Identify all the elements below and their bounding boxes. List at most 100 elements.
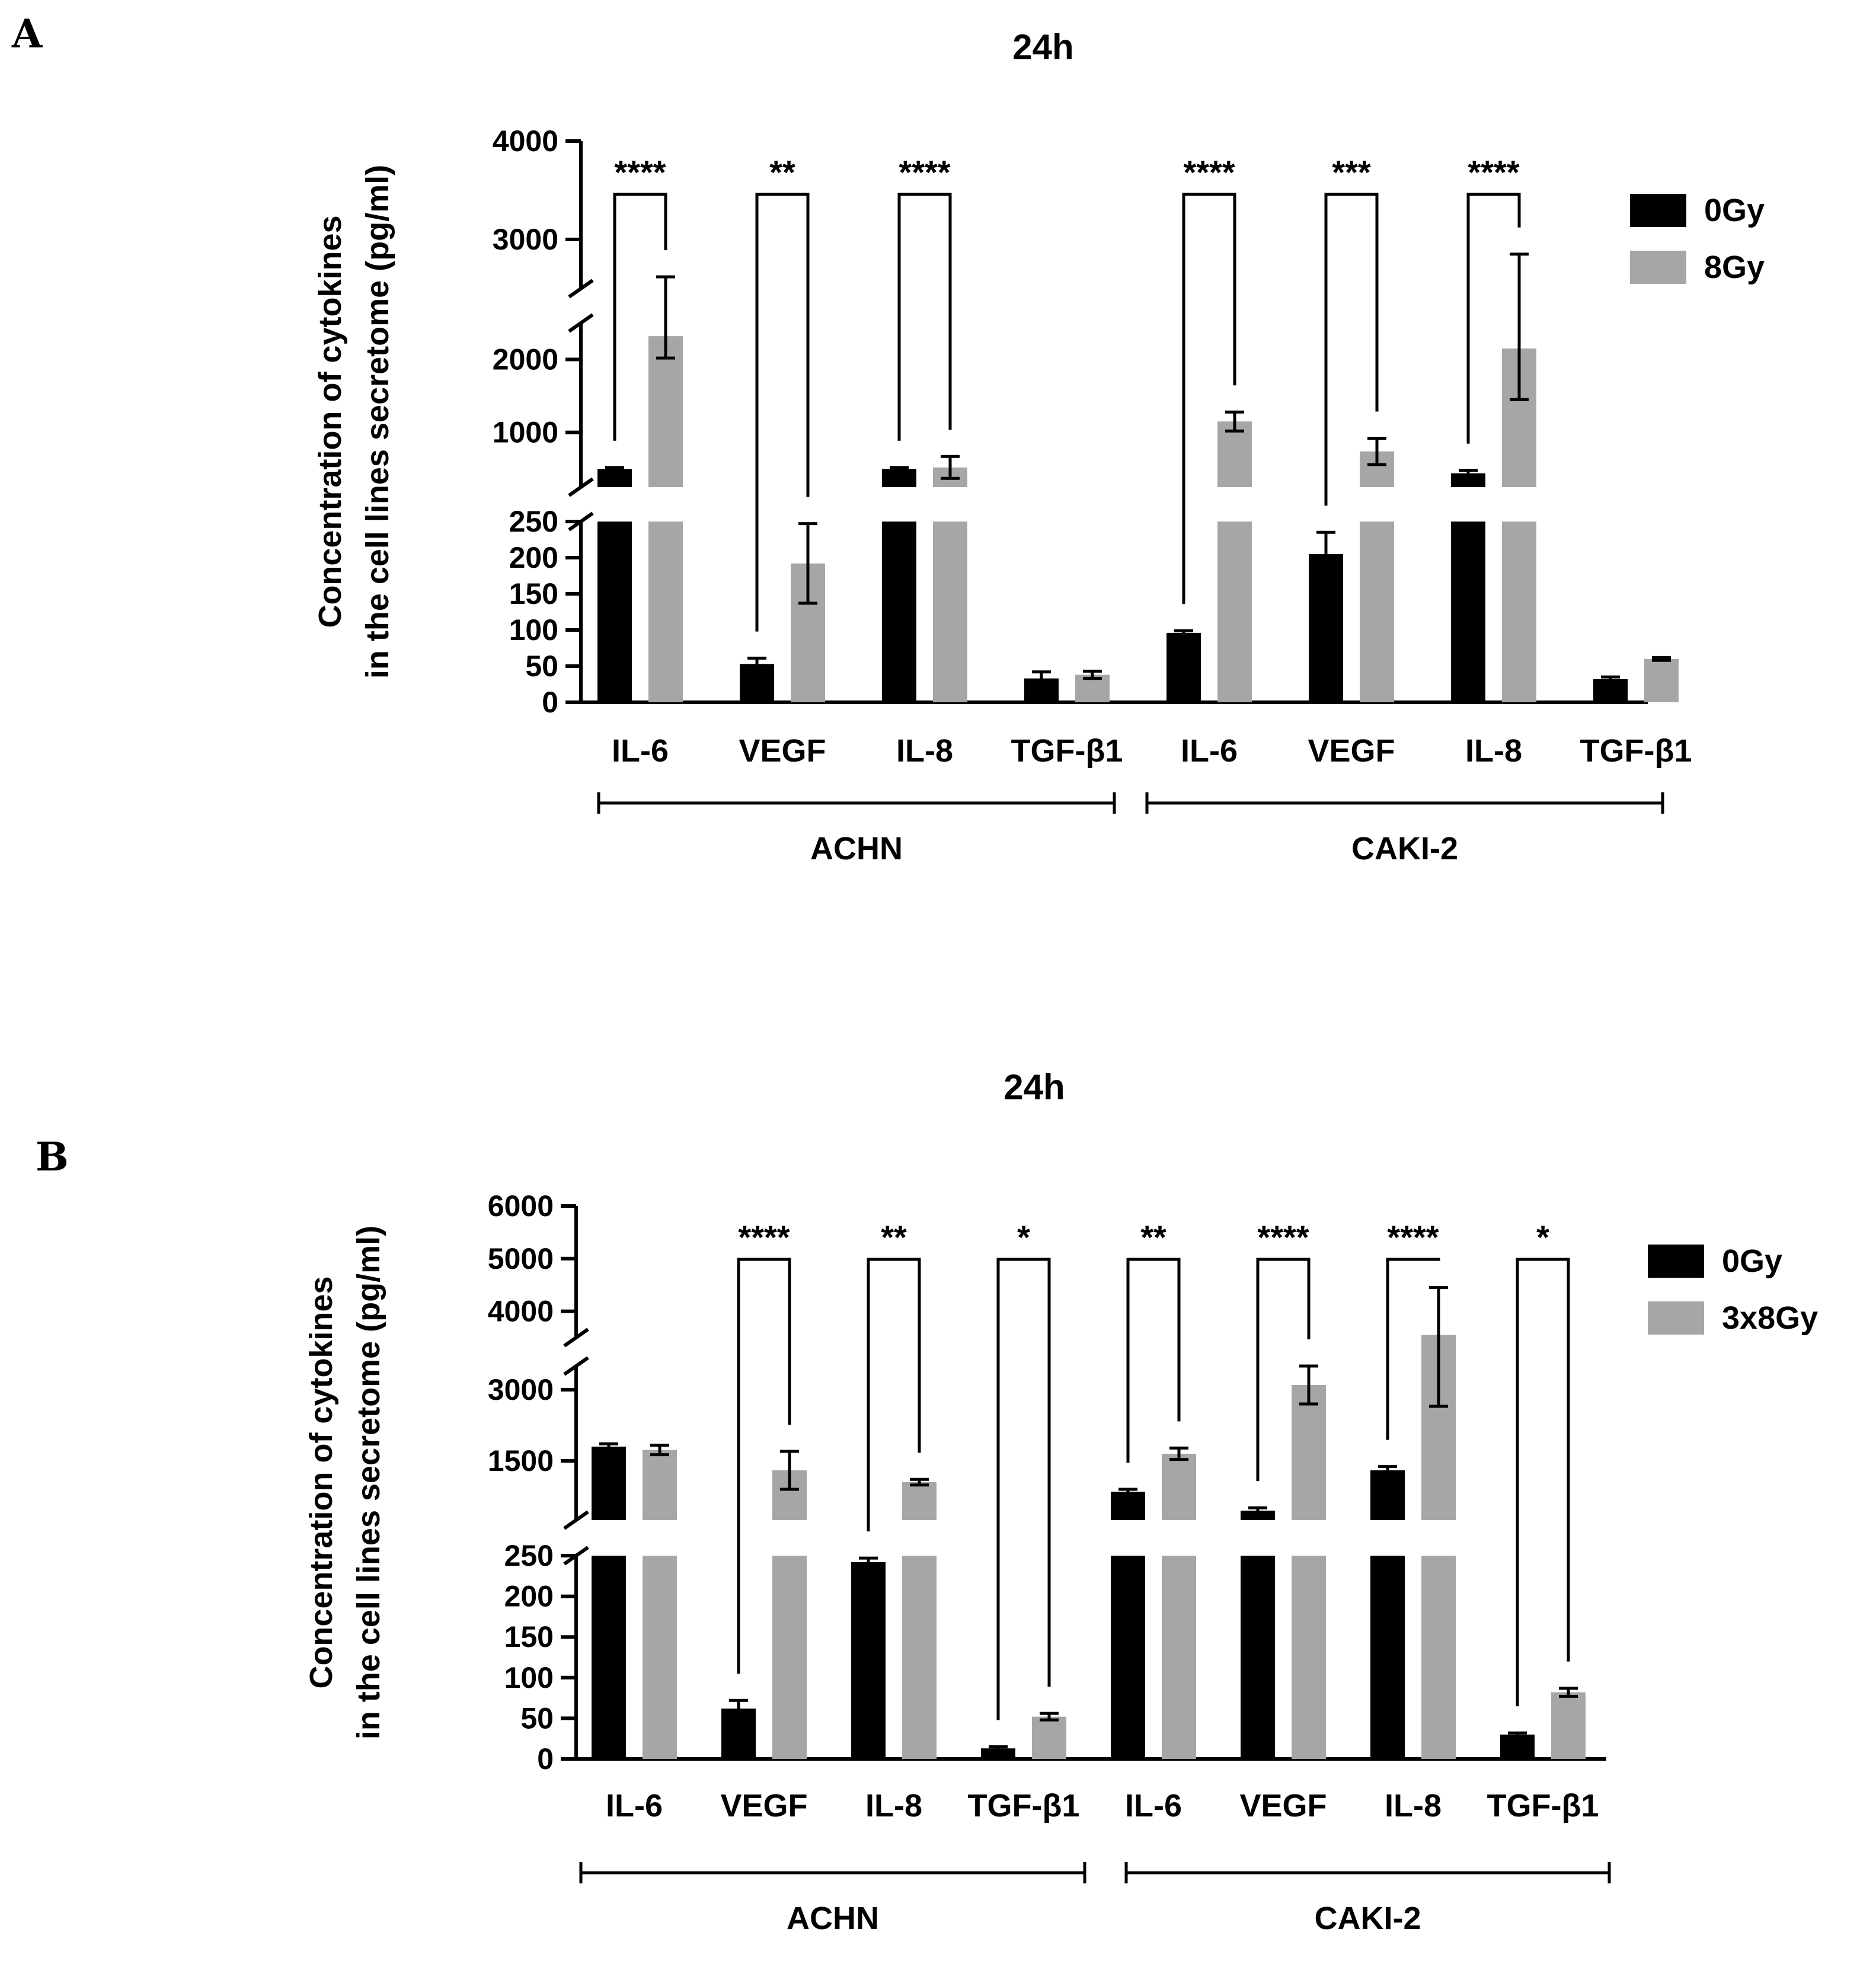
significance-label: ****: [1468, 153, 1519, 191]
significance-label: ****: [899, 153, 950, 191]
legend-label: 0Gy: [1704, 193, 1765, 228]
chart-panel-b: B 24h Concentration of cytokines in the cel…: [36, 1067, 1818, 1936]
legend-label: 0Gy: [1722, 1243, 1782, 1279]
group-label: CAKI-2: [1314, 1901, 1421, 1936]
bar: [882, 469, 916, 487]
y-tick-label: 6000: [488, 1189, 554, 1223]
legend-swatch: [1630, 251, 1686, 284]
bar: [597, 522, 632, 702]
bar: [1292, 1556, 1326, 1759]
bar: [1500, 1734, 1535, 1759]
significance-label: ****: [1183, 153, 1235, 191]
bar: [1360, 522, 1394, 702]
axis-break-mark: [568, 313, 594, 333]
significance-bracket: [613, 193, 667, 441]
bar: [1162, 1454, 1196, 1520]
bar: [592, 1556, 626, 1759]
bar: [1111, 1556, 1145, 1759]
y-axis-label: Concentration of cytokines: [312, 215, 348, 628]
significance-label: **: [881, 1218, 907, 1256]
bar: [1111, 1492, 1145, 1520]
significance-label: ****: [614, 153, 666, 191]
bar: [1241, 1556, 1275, 1759]
significance-bracket: [996, 1258, 1051, 1720]
group-label: ACHN: [810, 831, 903, 866]
x-tick-label: IL-6: [1125, 1788, 1182, 1824]
x-tick-label: VEGF: [1308, 733, 1395, 769]
bar: [643, 1556, 677, 1759]
bar: [1421, 1556, 1456, 1759]
chart-title: 24h: [1012, 27, 1073, 67]
chart-title: 24h: [1003, 1067, 1065, 1107]
x-tick-label: TGF-β1: [1580, 733, 1692, 769]
y-tick-label: 100: [509, 613, 558, 647]
bar: [1032, 1716, 1066, 1759]
significance-bracket: [1182, 193, 1236, 604]
x-tick-label: TGF-β1: [1011, 733, 1123, 769]
y-tick-label: 1000: [493, 416, 558, 449]
axis-break-mark: [568, 511, 594, 532]
bar: [1309, 554, 1343, 702]
bar: [772, 1556, 807, 1759]
bar: [1370, 1556, 1405, 1759]
x-tick-label: IL-8: [896, 733, 953, 769]
significance-label: *: [1017, 1218, 1030, 1256]
y-tick-label: 200: [509, 541, 558, 574]
bar: [643, 1450, 677, 1520]
significance-label: **: [769, 153, 795, 191]
bar: [648, 522, 683, 702]
significance-label: ***: [1332, 153, 1371, 191]
x-tick-label: TGF-β1: [1487, 1788, 1599, 1824]
bar: [1370, 1470, 1405, 1520]
axis-break-mark: [563, 1546, 589, 1566]
x-tick-label: IL-8: [1385, 1788, 1442, 1824]
y-tick-label: 150: [509, 577, 558, 610]
group-label: CAKI-2: [1351, 831, 1458, 866]
y-tick-label: 250: [504, 1539, 554, 1572]
x-tick-label: VEGF: [739, 733, 826, 769]
legend-swatch: [1630, 194, 1686, 227]
axis-break-mark: [563, 1328, 589, 1348]
legend-label: 8Gy: [1704, 250, 1765, 285]
y-tick-label: 250: [509, 505, 558, 538]
significance-bracket: [1466, 193, 1521, 444]
axis-break-mark: [563, 1510, 589, 1530]
legend-label: 3x8Gy: [1722, 1300, 1818, 1336]
y-tick-label: 5000: [488, 1242, 554, 1275]
axis-break-mark: [563, 1356, 589, 1376]
significance-label: ****: [1387, 1218, 1439, 1256]
bar: [1162, 1556, 1196, 1759]
bar: [1551, 1692, 1586, 1759]
x-tick-label: VEGF: [720, 1788, 807, 1824]
bar: [648, 336, 683, 487]
y-axis-label: in the cell lines secretome (pg/ml): [351, 1226, 386, 1739]
group-label: ACHN: [787, 1901, 879, 1936]
bar: [902, 1556, 937, 1759]
y-tick-label: 1500: [488, 1444, 554, 1477]
significance-label: **: [1140, 1218, 1166, 1256]
significance-bracket: [1386, 1258, 1440, 1440]
x-tick-label: IL-8: [1465, 733, 1522, 769]
significance-bracket: [1516, 1258, 1570, 1707]
y-tick-label: 0: [542, 686, 558, 719]
bar: [1217, 522, 1252, 702]
y-tick-label: 2000: [493, 343, 558, 376]
axis-break-mark: [568, 279, 594, 299]
y-tick-label: 4000: [493, 124, 558, 158]
panel-letter: B: [36, 1134, 69, 1180]
chart-panel-a: A 24h Concentration of cytokines in the cel…: [11, 11, 1765, 866]
bar: [882, 522, 916, 702]
x-tick-label: VEGF: [1239, 1788, 1327, 1824]
x-tick-label: IL-6: [606, 1788, 663, 1824]
significance-bracket: [1256, 1258, 1311, 1482]
y-tick-label: 100: [504, 1661, 554, 1694]
bar: [902, 1482, 937, 1520]
bar: [592, 1447, 626, 1520]
y-tick-label: 200: [504, 1580, 554, 1613]
axis-break-mark: [568, 477, 594, 497]
y-axis-label: Concentration of cytokines: [303, 1276, 339, 1688]
significance-bracket: [1126, 1258, 1181, 1463]
significance-bracket: [755, 193, 810, 632]
x-tick-label: IL-6: [612, 733, 669, 769]
